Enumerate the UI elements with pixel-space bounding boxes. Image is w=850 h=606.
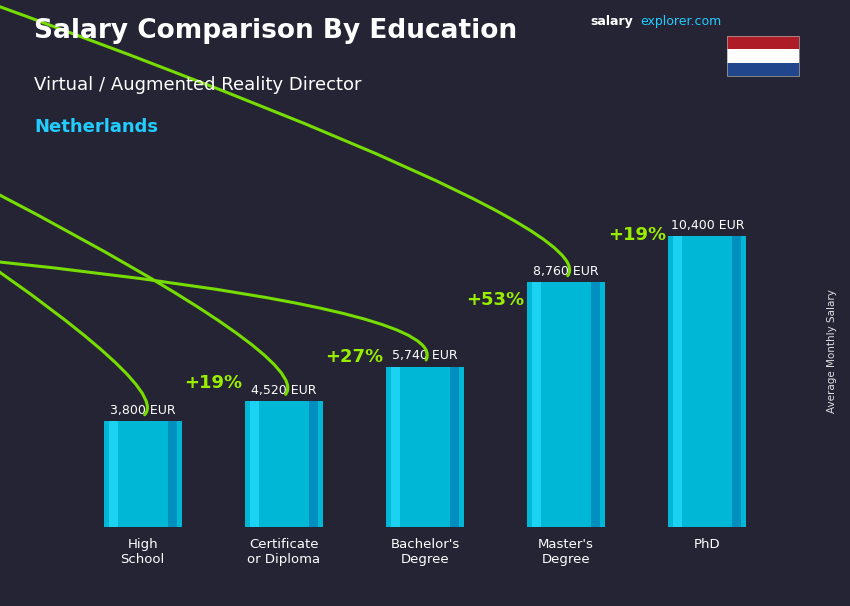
Text: explorer.com: explorer.com bbox=[640, 15, 722, 28]
Bar bbox=[532, 282, 541, 527]
Text: Salary Comparison By Education: Salary Comparison By Education bbox=[34, 18, 517, 44]
Bar bbox=[673, 236, 683, 527]
Bar bbox=[450, 367, 459, 527]
Bar bbox=[250, 401, 259, 527]
Bar bbox=[109, 421, 118, 527]
Text: 4,520 EUR: 4,520 EUR bbox=[251, 384, 316, 396]
Text: 8,760 EUR: 8,760 EUR bbox=[533, 265, 599, 278]
Bar bbox=[591, 282, 600, 527]
Text: salary: salary bbox=[591, 15, 633, 28]
Bar bbox=[309, 401, 318, 527]
Text: +19%: +19% bbox=[184, 374, 242, 392]
Bar bbox=[386, 367, 464, 527]
Bar bbox=[167, 421, 177, 527]
Bar bbox=[391, 367, 400, 527]
Text: 10,400 EUR: 10,400 EUR bbox=[671, 219, 744, 232]
Text: Netherlands: Netherlands bbox=[34, 118, 158, 136]
Text: Average Monthly Salary: Average Monthly Salary bbox=[827, 290, 837, 413]
Bar bbox=[527, 282, 605, 527]
Text: +53%: +53% bbox=[467, 290, 524, 308]
Bar bbox=[245, 401, 323, 527]
Text: Virtual / Augmented Reality Director: Virtual / Augmented Reality Director bbox=[34, 76, 361, 94]
Bar bbox=[732, 236, 741, 527]
Bar bbox=[104, 421, 182, 527]
Bar bbox=[668, 236, 746, 527]
Text: 3,800 EUR: 3,800 EUR bbox=[110, 404, 176, 417]
Text: 5,740 EUR: 5,740 EUR bbox=[392, 350, 458, 362]
Text: +27%: +27% bbox=[326, 348, 383, 367]
Text: +19%: +19% bbox=[608, 225, 666, 244]
